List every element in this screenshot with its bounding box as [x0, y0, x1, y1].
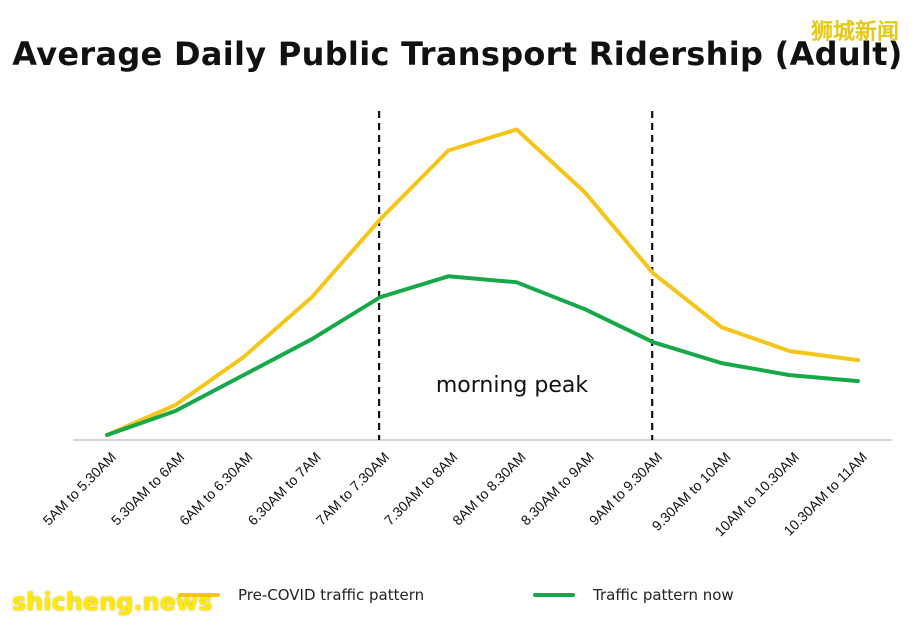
legend-label-now: Traffic pattern now: [593, 586, 734, 604]
series-line-now: [105, 274, 860, 437]
legend-item-precovid: Pre-COVID traffic pattern: [178, 586, 424, 604]
legend-swatch-now: [533, 593, 575, 597]
series-line-precovid: [105, 127, 860, 437]
legend-item-now: Traffic pattern now: [533, 586, 734, 604]
legend-swatch-precovid: [178, 593, 220, 597]
watermark-bottom: shicheng.news: [12, 588, 213, 616]
chart-title: Average Daily Public Transport Ridership…: [12, 35, 903, 73]
watermark-top: 狮城新闻: [810, 20, 899, 45]
annotation-morning-peak: morning peak: [436, 373, 588, 398]
legend-label-precovid: Pre-COVID traffic pattern: [238, 586, 425, 604]
